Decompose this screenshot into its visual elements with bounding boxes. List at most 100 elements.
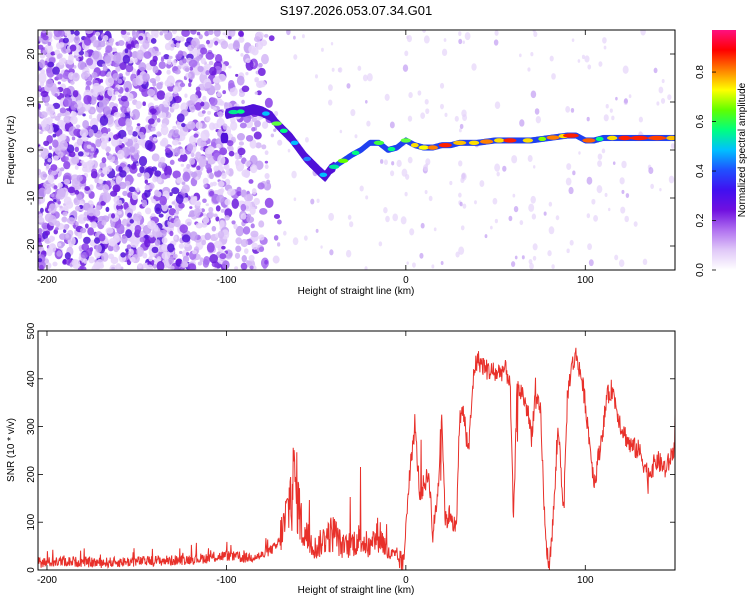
speckle-blob xyxy=(63,115,72,124)
speckle-blob xyxy=(205,116,211,122)
speckle-blob xyxy=(213,240,223,249)
speckle-blob xyxy=(175,42,180,48)
speckle-blob xyxy=(88,256,95,264)
speckle-blob xyxy=(425,158,431,166)
speckle-blob xyxy=(135,128,139,132)
speckle-blob xyxy=(59,140,68,151)
speckle-blob xyxy=(169,230,174,237)
speckle-blob xyxy=(424,189,428,195)
speckle-blob xyxy=(150,37,157,44)
snr-y-label: SNR (10 * v/v) xyxy=(6,418,17,482)
speckle-blob xyxy=(200,47,208,55)
ridge-hotspot xyxy=(480,139,494,144)
speckle-blob xyxy=(293,54,298,60)
speckle-blob xyxy=(251,188,257,195)
speckle-blob xyxy=(512,193,516,198)
speckle-blob xyxy=(136,49,145,60)
speckle-blob xyxy=(97,179,104,184)
speckle-blob xyxy=(462,114,468,122)
speckle-blob xyxy=(230,121,238,131)
speckle-blob xyxy=(166,58,172,65)
speckle-blob xyxy=(240,239,249,248)
speckle-blob xyxy=(95,182,105,191)
speckle-blob xyxy=(162,30,169,35)
speckle-blob xyxy=(126,107,131,112)
speckle-blob xyxy=(118,116,127,127)
speckle-blob xyxy=(200,130,210,142)
snr-x-tick-label: 0 xyxy=(403,575,409,586)
speckle-blob xyxy=(144,179,149,184)
speckle-blob xyxy=(169,192,173,197)
ridge-hotspot xyxy=(236,109,245,114)
speckle-blob xyxy=(208,60,214,66)
spectrogram-x-tick-label: -200 xyxy=(37,275,57,286)
ridge-hotspot xyxy=(606,135,618,141)
speckle-blob xyxy=(277,139,283,146)
speckle-blob xyxy=(291,170,297,179)
speckle-blob xyxy=(59,207,64,211)
speckle-blob xyxy=(205,203,210,207)
speckle-blob xyxy=(171,187,180,195)
speckle-blob xyxy=(172,131,179,138)
speckle-blob xyxy=(449,180,453,186)
speckle-blob xyxy=(152,136,158,142)
speckle-blob xyxy=(228,30,236,37)
speckle-blob xyxy=(213,30,221,37)
speckle-blob xyxy=(310,198,315,205)
speckle-blob xyxy=(62,211,68,217)
speckle-blob xyxy=(136,172,142,178)
speckle-blob xyxy=(138,131,145,137)
speckle-blob xyxy=(570,107,575,113)
speckle-blob xyxy=(431,264,435,269)
speckle-blob xyxy=(209,122,216,131)
speckle-blob xyxy=(70,115,78,125)
speckle-blob xyxy=(161,244,169,251)
speckle-blob xyxy=(402,64,409,72)
speckle-blob xyxy=(63,161,71,170)
speckle-blob xyxy=(56,73,63,80)
spectrogram-y-tick-label: -20 xyxy=(26,238,37,253)
speckle-blob xyxy=(190,152,195,158)
ridge-hotspot xyxy=(493,138,505,143)
speckle-blob xyxy=(136,123,141,127)
spectrogram-x-tick-label: 100 xyxy=(577,275,594,286)
speckle-blob xyxy=(154,170,162,177)
colorbar-tick-label: 0.8 xyxy=(695,65,706,79)
speckle-blob xyxy=(232,40,240,51)
speckle-blob xyxy=(423,164,429,172)
speckle-blob xyxy=(38,228,43,234)
speckle-blob xyxy=(112,73,120,81)
speckle-blob xyxy=(519,53,522,58)
speckle-blob xyxy=(217,180,225,188)
speckle-blob xyxy=(117,94,122,98)
speckle-blob xyxy=(407,115,413,122)
speckle-blob xyxy=(614,254,619,261)
speckle-blob xyxy=(357,65,362,71)
speckle-blob xyxy=(598,61,603,67)
speckle-blob xyxy=(270,133,275,138)
ridge-band xyxy=(223,132,229,144)
speckle-blob xyxy=(440,103,444,110)
speckle-blob xyxy=(555,215,560,221)
snr-x-tick-label: -200 xyxy=(37,575,57,586)
speckle-blob xyxy=(428,195,433,202)
speckle-blob xyxy=(425,108,430,115)
speckle-blob xyxy=(105,73,110,78)
speckle-blob xyxy=(186,221,192,226)
speckle-blob xyxy=(612,161,616,165)
speckle-blob xyxy=(621,160,627,169)
speckle-blob xyxy=(84,185,91,192)
speckle-blob xyxy=(45,163,50,169)
speckle-blob xyxy=(237,30,244,37)
speckle-blob xyxy=(167,243,175,253)
speckle-blob xyxy=(217,230,225,239)
snr-x-ticks: -200 -100 0 100 xyxy=(37,331,594,586)
speckle-blob xyxy=(259,207,268,215)
speckle-blob xyxy=(586,213,591,219)
ridge-hotspot xyxy=(271,121,282,126)
speckle-blob xyxy=(85,247,93,257)
speckle-blob xyxy=(83,258,88,264)
speckle-blob xyxy=(459,123,464,129)
speckle-blob xyxy=(551,73,556,80)
speckle-blob xyxy=(261,53,269,65)
